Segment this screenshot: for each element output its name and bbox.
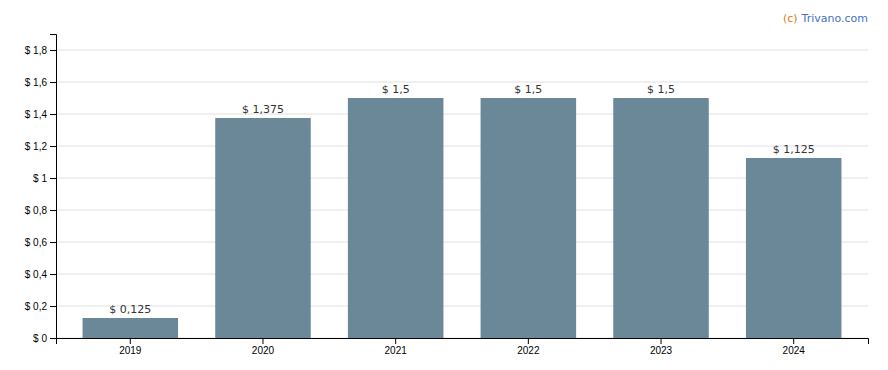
y-tick-label: $ 1,6 <box>25 77 48 88</box>
y-tick-label: $ 0,6 <box>25 237 48 248</box>
y-tick-label: $ 0,2 <box>25 301 48 312</box>
x-tick-mark <box>661 338 662 344</box>
annotation-part: Trivano.com <box>801 12 868 25</box>
x-tick-mark <box>130 338 131 344</box>
x-tick-label: 2024 <box>783 345 806 356</box>
y-tick: $ 0 <box>33 333 56 344</box>
y-tick-label: $ 1,8 <box>25 45 48 56</box>
x-tick: 2021 <box>385 338 408 356</box>
y-tick-mark <box>50 242 56 243</box>
x-tick: 2020 <box>252 338 275 356</box>
x-tick-label: 2022 <box>517 345 540 356</box>
data-label: $ 1,5 <box>382 83 410 96</box>
bar <box>83 318 179 338</box>
y-tick: $ 0,8 <box>25 205 56 216</box>
y-axis-line <box>50 35 57 339</box>
grid-line <box>56 50 868 51</box>
x-tick-label: 2023 <box>650 345 673 356</box>
x-tick-mark <box>395 338 396 344</box>
y-tick: $ 1,6 <box>25 77 56 88</box>
data-label: $ 1,125 <box>773 143 815 156</box>
y-tick: $ 0,6 <box>25 237 56 248</box>
x-tick: 2019 <box>119 338 142 356</box>
y-tick-mark <box>50 114 56 115</box>
y-tick: $ 1,4 <box>25 109 56 120</box>
x-tick: 2022 <box>517 338 540 356</box>
y-tick: $ 1,2 <box>25 141 56 152</box>
y-tick-label: $ 0,4 <box>25 269 48 280</box>
y-tick-mark <box>50 178 56 179</box>
y-tick-mark <box>50 146 56 147</box>
x-tick: 2024 <box>783 338 806 356</box>
data-label: $ 1,5 <box>514 83 542 96</box>
bar <box>746 158 842 338</box>
y-tick-label: $ 1,4 <box>25 109 48 120</box>
grid-line <box>56 82 868 83</box>
data-labels: $ 0,125 $ 1,375 $ 1,5 $ 1,5 $ 1,5 $ 1,125 <box>109 83 814 316</box>
y-tick-mark <box>50 274 56 275</box>
y-tick-mark <box>50 50 56 51</box>
x-tick: 2023 <box>650 338 673 356</box>
chart: 201920202021202220232024$ 0$ 0,2$ 0,4$ 0… <box>0 0 888 370</box>
y-tick: $ 0,2 <box>25 301 56 312</box>
bar <box>613 98 709 338</box>
bars <box>83 98 842 338</box>
y-tick-label: $ 1 <box>33 173 47 184</box>
grid-line <box>56 114 868 115</box>
y-tick: $ 1,8 <box>25 45 56 56</box>
y-tick-label: $ 1,2 <box>25 141 48 152</box>
y-tick-label: $ 0 <box>33 333 47 344</box>
y-tick-mark <box>50 338 56 339</box>
x-axis: 2019 2020 2021 2022 2023 2024 <box>57 338 869 356</box>
bar <box>348 98 444 338</box>
y-tick-mark <box>50 306 56 307</box>
x-tick-mark <box>262 338 263 344</box>
annotation-part: (c) <box>783 12 798 25</box>
y-tick: $ 1 <box>33 173 56 184</box>
data-label: $ 1,5 <box>647 83 675 96</box>
annotation: (c)Trivano.com <box>783 12 868 25</box>
x-tick-label: 2021 <box>385 345 408 356</box>
bar <box>215 118 311 338</box>
x-tick-mark <box>793 338 794 344</box>
y-tick: $ 0,4 <box>25 269 56 280</box>
x-tick-mark <box>528 338 529 344</box>
grid-line <box>56 146 868 147</box>
y-tick-mark <box>50 82 56 83</box>
data-label: $ 0,125 <box>109 303 151 316</box>
bar <box>481 98 577 338</box>
x-tick-label: 2020 <box>252 345 275 356</box>
y-axis: $ 0 $ 0,2 $ 0,4 $ 0,6 $ 0,8 $ 1 $ 1,2 $ 1,4 $ 1,… <box>25 35 57 344</box>
grid <box>56 50 868 338</box>
plot: 201920202021202220232024$ 0$ 0,2$ 0,4$ 0… <box>25 35 869 357</box>
x-tick-label: 2019 <box>119 345 142 356</box>
y-tick-label: $ 0,8 <box>25 205 48 216</box>
data-label: $ 1,375 <box>242 103 284 116</box>
y-tick-mark <box>50 210 56 211</box>
x-axis-line <box>57 339 869 345</box>
